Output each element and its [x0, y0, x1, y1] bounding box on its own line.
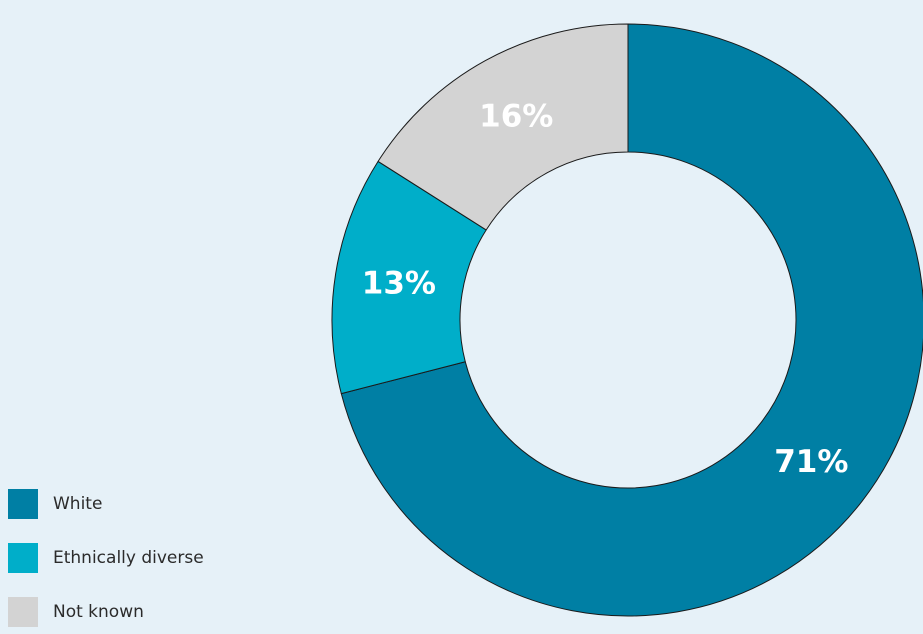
legend-item-ethnically-diverse: Ethnically diverse — [8, 542, 204, 573]
legend-swatch-not-known — [8, 596, 38, 627]
legend-label-not-known: Not known — [53, 601, 144, 622]
donut-data-labels: 71% 13% 16% — [362, 99, 849, 480]
data-label-ethnically-diverse: 13% — [362, 266, 436, 302]
legend: White Ethnically diverse Not known — [8, 488, 204, 627]
legend-item-white: White — [8, 488, 204, 519]
donut-slices — [331, 23, 923, 617]
data-label-white: 71% — [774, 444, 848, 480]
legend-label-white: White — [53, 493, 103, 514]
donut-slice-white — [340, 23, 923, 617]
legend-swatch-white — [8, 488, 38, 519]
legend-swatch-ethnically-diverse — [8, 542, 38, 573]
legend-label-ethnically-diverse: Ethnically diverse — [53, 547, 204, 568]
data-label-not-known: 16% — [479, 99, 553, 135]
legend-item-not-known: Not known — [8, 596, 204, 627]
donut-slice-not-known — [377, 23, 629, 231]
